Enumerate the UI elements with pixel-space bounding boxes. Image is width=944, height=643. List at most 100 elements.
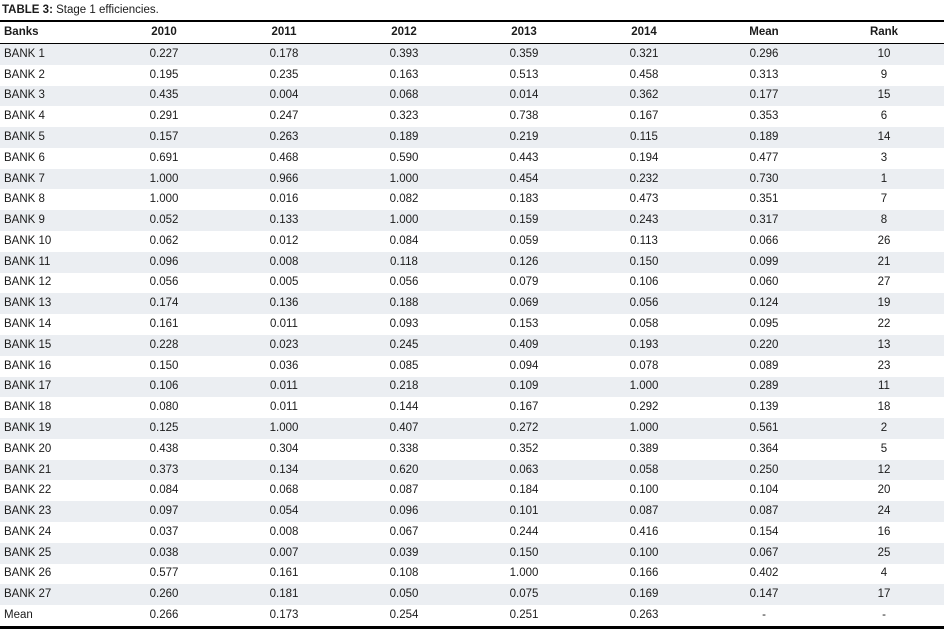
bank-name-cell: Mean — [4, 608, 33, 621]
value-cell: 0.062 — [149, 234, 179, 247]
value-cell: 0.147 — [749, 588, 779, 601]
value-cell: 0.079 — [509, 276, 539, 289]
table-title-text: Stage 1 efficiencies. — [52, 4, 159, 16]
value-cell: 9 — [880, 68, 888, 81]
value-cell: 0.304 — [269, 442, 299, 455]
value-cell: 0.069 — [509, 297, 539, 310]
value-cell: 0.124 — [749, 297, 779, 310]
value-cell: 0.738 — [509, 110, 539, 123]
value-cell: 7 — [880, 193, 888, 206]
value-cell: 0.096 — [389, 505, 419, 518]
value-cell: 0.184 — [509, 484, 539, 497]
value-cell: 0.085 — [389, 359, 419, 372]
table-row: BANK 6 0.691 0.468 0.590 0.443 0.194 0.477 3 — [0, 148, 944, 169]
value-cell: 0.054 — [269, 505, 299, 518]
value-cell: - — [882, 608, 886, 621]
value-cell: 1.000 — [389, 214, 419, 227]
column-header-2010: 2010 — [104, 22, 224, 44]
table-row: BANK 13 0.174 0.136 0.188 0.069 0.056 0.124 19 — [0, 293, 944, 315]
column-header-2014: 2014 — [584, 22, 704, 44]
value-cell: 0.352 — [509, 442, 539, 455]
value-cell: 0.263 — [629, 608, 659, 621]
bank-name-cell: BANK 18 — [4, 401, 52, 414]
value-cell: 1.000 — [629, 421, 659, 434]
value-cell: 0.407 — [389, 421, 419, 434]
value-cell: 0.167 — [509, 401, 539, 414]
value-cell: 0.095 — [749, 318, 779, 331]
column-header-2012: 2012 — [344, 22, 464, 44]
value-cell: 0.364 — [749, 442, 779, 455]
bank-name-cell: BANK 21 — [4, 463, 52, 476]
bank-name-cell: BANK 1 — [4, 47, 45, 60]
value-cell: 0.082 — [389, 193, 419, 206]
value-cell: 0.389 — [629, 442, 659, 455]
value-cell: 0.060 — [749, 276, 779, 289]
value-cell: 0.272 — [509, 421, 539, 434]
value-cell: 8 — [880, 214, 888, 227]
value-cell: 0.068 — [389, 89, 419, 102]
table-row: BANK 23 0.097 0.054 0.096 0.101 0.087 0.087 24 — [0, 501, 944, 522]
value-cell: 0.323 — [389, 110, 419, 123]
value-cell: 0.008 — [269, 525, 299, 538]
bank-name-cell: BANK 27 — [4, 588, 52, 601]
value-cell: 0.052 — [149, 214, 179, 227]
table-row: BANK 5 0.157 0.263 0.189 0.219 0.115 0.189 14 — [0, 127, 944, 148]
bank-name-cell: BANK 11 — [4, 255, 51, 268]
value-cell: 20 — [877, 484, 891, 497]
value-cell: 0.087 — [749, 505, 779, 518]
column-header-banks: Banks — [0, 22, 104, 44]
bank-name-cell: BANK 15 — [4, 338, 52, 351]
value-cell: 19 — [877, 297, 891, 310]
bank-name-cell: BANK 4 — [4, 110, 45, 123]
value-cell: 0.473 — [629, 193, 659, 206]
value-cell: 0.014 — [509, 89, 539, 102]
bank-name-cell: BANK 12 — [4, 276, 52, 289]
value-cell: 0.058 — [629, 463, 659, 476]
efficiency-table: Banks 2010 2011 2012 20 1 3 2014 Mean Rank… — [0, 22, 944, 629]
value-cell: 0.038 — [149, 546, 179, 559]
value-cell: 0.104 — [749, 484, 779, 497]
table-body: BANK 1 0.227 0.178 0.393 0.359 0.321 0.296 10 BA… — [0, 43, 944, 628]
bank-name-cell: BANK 8 — [4, 193, 45, 206]
value-cell: 0.100 — [629, 546, 659, 559]
value-cell: 0.058 — [629, 318, 659, 331]
value-cell: 0.167 — [629, 110, 659, 123]
value-cell: 0.093 — [389, 318, 419, 331]
value-cell: 0.393 — [389, 47, 419, 60]
value-cell: 0.118 — [390, 255, 418, 268]
value-cell: 0.219 — [509, 131, 539, 144]
value-cell: 0.260 — [149, 588, 179, 601]
value-cell: 0.097 — [149, 505, 179, 518]
column-header-2011: 2011 — [224, 22, 344, 44]
value-cell: 0.066 — [749, 234, 779, 247]
value-cell: 0.250 — [749, 463, 779, 476]
table-row: BANK 4 0.291 0.247 0.323 0.738 0.167 0.353 6 — [0, 106, 944, 127]
value-cell: 1 — [880, 172, 888, 185]
value-cell: 0.056 — [629, 297, 659, 310]
value-cell: 0.101 — [509, 505, 539, 518]
value-cell: 3 — [880, 151, 888, 164]
value-cell: 12 — [877, 463, 891, 476]
value-cell: 0.313 — [749, 68, 779, 81]
value-cell: 0.150 — [629, 255, 659, 268]
value-cell: 0.620 — [389, 463, 419, 476]
value-cell: - — [762, 608, 766, 621]
bank-name-cell: BANK 16 — [4, 359, 52, 372]
value-cell: 0.317 — [749, 214, 779, 227]
value-cell: 0.100 — [629, 484, 659, 497]
value-cell: 0.007 — [269, 546, 299, 559]
value-cell: 0.084 — [149, 484, 179, 497]
value-cell: 1.000 — [629, 380, 659, 393]
value-cell: 0.194 — [629, 151, 659, 164]
value-cell: 0.161 — [149, 318, 179, 331]
value-cell: 0.353 — [749, 110, 779, 123]
value-cell: 0.161 — [269, 567, 299, 580]
column-header-rank: Rank — [824, 22, 944, 44]
value-cell: 0.150 — [149, 359, 179, 372]
table-row: Mean 0.266 0.173 0.254 0.251 0.263 - - — [0, 605, 944, 627]
table-row: BANK 17 0.106 0.011 0.218 0.109 1.000 0.289 11 — [0, 376, 944, 398]
value-cell: 0.166 — [629, 567, 659, 580]
value-cell: 0.244 — [509, 525, 539, 538]
value-cell: 0.338 — [389, 442, 419, 455]
value-cell: 0.296 — [749, 47, 779, 60]
